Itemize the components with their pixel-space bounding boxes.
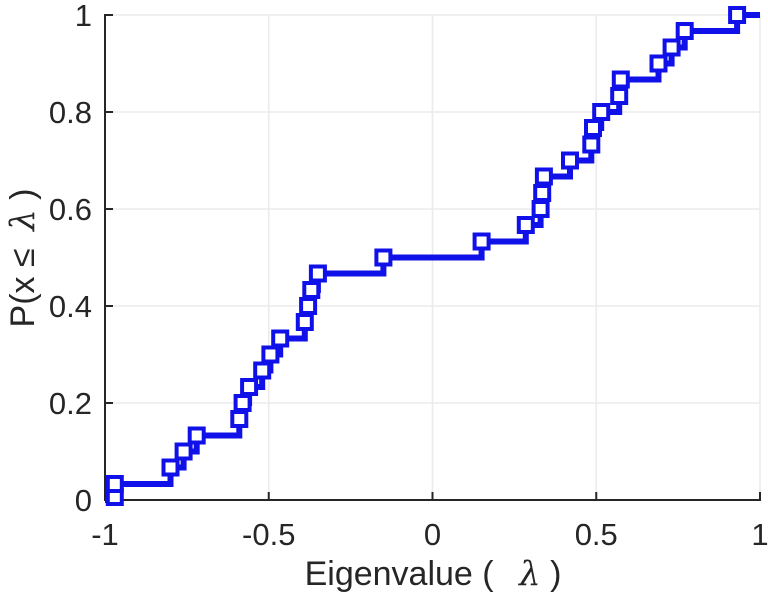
data-point-marker [662,38,681,57]
data-point-marker [592,103,611,121]
data-point-marker [728,6,747,24]
y-tick-label: 0.2 [49,386,92,421]
data-point-marker [516,216,535,234]
data-point-marker [649,54,668,73]
data-point-marker [261,345,280,364]
data-point-marker [582,135,601,154]
data-point-marker [230,410,249,428]
data-point-marker [675,22,694,40]
y-tick-label: 0 [75,483,92,518]
data-point-marker [233,394,252,412]
data-point-marker [271,329,290,348]
lambda-symbol-y: λ [3,209,43,233]
data-point-marker [302,281,321,299]
y-tick-label: 1 [75,0,92,33]
data-point-marker [105,475,124,493]
x-axis-label-close-paren: ) [550,555,561,593]
data-point-marker [161,458,180,477]
data-point-marker [174,442,193,461]
data-point-marker [253,361,272,380]
data-point-marker [610,87,629,105]
x-tick-label: 0 [424,517,441,552]
data-point-marker [531,200,550,218]
y-tick-label: 0.6 [49,192,92,227]
x-axis-label-text: Eigenvalue ( [305,555,495,593]
cdf-series [105,6,760,506]
data-point-marker [533,184,552,202]
data-point-marker [584,119,602,137]
data-point-marker [240,378,259,396]
data-point-marker [561,151,579,170]
data-point-marker [187,426,206,445]
grid-layer [105,14,761,500]
x-axis-label: Eigenvalue ( λ ) [305,554,562,594]
lambda-symbol: λ [517,554,541,594]
data-point-marker [299,297,318,315]
y-axis-label: P(x ≤ λ ) [3,189,43,328]
x-tick-label: 0.5 [575,517,618,552]
x-tick-label: -0.5 [242,517,295,552]
data-point-marker [308,264,327,283]
data-point-marker [611,70,630,89]
data-point-marker [295,313,314,331]
y-axis-label-text: P(x [4,267,42,327]
x-tick-label: -1 [91,517,119,552]
data-point-marker [534,167,553,186]
data-point-marker [374,248,393,267]
x-tick-label: 1 [751,517,768,552]
y-tick-label: 0.8 [49,95,92,130]
data-point-marker [472,232,491,251]
tick-label-layer: -1 -0.5 0 0.5 1 0 0.2 0.4 0.6 0.8 1 [49,0,768,552]
y-tick-label: 0.4 [49,289,92,324]
leq-symbol: ≤ [4,248,42,267]
y-axis-label-close-paren: ) [4,189,42,200]
